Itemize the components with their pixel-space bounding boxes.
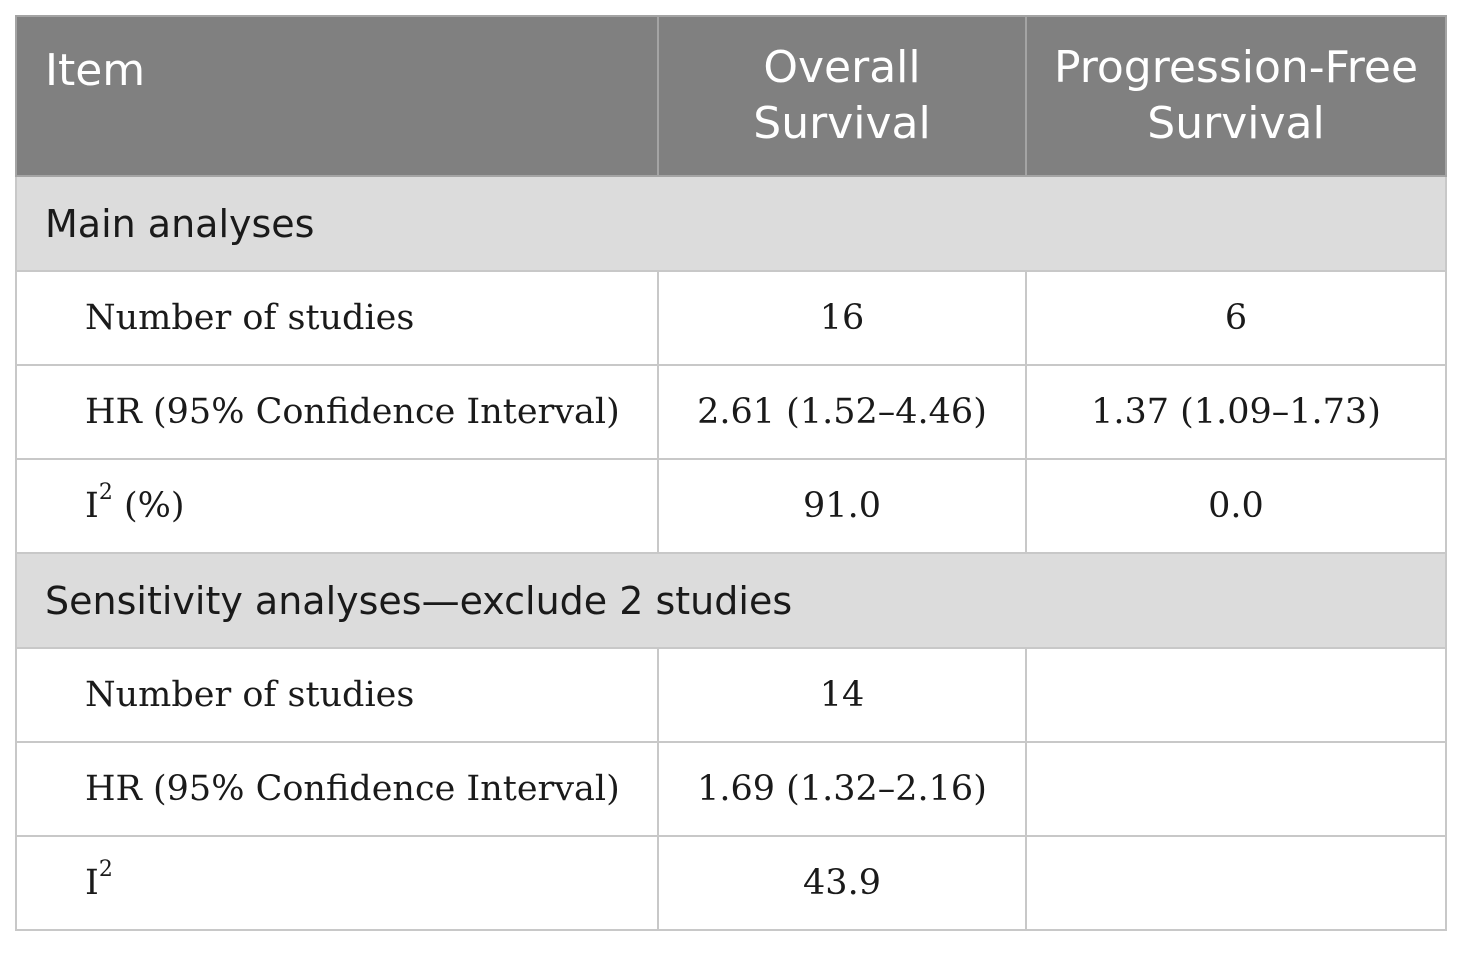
row-label: I2 (%) bbox=[15, 458, 659, 554]
table-header-row: Item Overall Survival Progression-Free S… bbox=[15, 15, 1447, 177]
header-item: Item bbox=[15, 15, 659, 177]
row-label-text: Number of studies bbox=[85, 675, 415, 715]
pfs-value: 6 bbox=[1025, 270, 1447, 366]
os-value: 2.61 (1.52–4.46) bbox=[657, 364, 1027, 460]
table-row: Number of studies 16 6 bbox=[15, 270, 1447, 366]
section-title: Sensitivity analyses—exclude 2 studies bbox=[15, 552, 1447, 649]
row-label: Number of studies bbox=[15, 647, 659, 743]
row-label: I2 bbox=[15, 835, 659, 931]
row-label-suffix: (%) bbox=[112, 486, 185, 526]
pfs-value bbox=[1025, 835, 1447, 931]
pfs-value: 1.37 (1.09–1.73) bbox=[1025, 364, 1447, 460]
os-value: 43.9 bbox=[657, 835, 1027, 931]
table-row: HR (95% Confidence Interval) 2.61 (1.52–… bbox=[15, 364, 1447, 460]
row-label: HR (95% Confidence Interval) bbox=[15, 364, 659, 460]
os-value: 14 bbox=[657, 647, 1027, 743]
row-label: HR (95% Confidence Interval) bbox=[15, 741, 659, 837]
pfs-value bbox=[1025, 647, 1447, 743]
results-table: Item Overall Survival Progression-Free S… bbox=[15, 15, 1447, 931]
header-overall-line2: Survival bbox=[753, 98, 931, 149]
row-label-superscript: 2 bbox=[98, 480, 113, 505]
row-label: Number of studies bbox=[15, 270, 659, 366]
row-label-text: I bbox=[85, 863, 99, 903]
row-label-text: HR (95% Confidence Interval) bbox=[85, 392, 620, 432]
pfs-value bbox=[1025, 741, 1447, 837]
header-pfs-line2: Survival bbox=[1147, 98, 1325, 149]
os-value: 91.0 bbox=[657, 458, 1027, 554]
table-row: Number of studies 14 bbox=[15, 647, 1447, 743]
header-progression-free-survival: Progression-Free Survival bbox=[1025, 15, 1447, 177]
row-label-superscript: 2 bbox=[98, 857, 113, 882]
section-row-main-analyses: Main analyses bbox=[15, 175, 1447, 272]
os-value: 1.69 (1.32–2.16) bbox=[657, 741, 1027, 837]
row-label-text: Number of studies bbox=[85, 298, 415, 338]
pfs-value: 0.0 bbox=[1025, 458, 1447, 554]
header-overall-survival: Overall Survival bbox=[657, 15, 1027, 177]
row-label-text: HR (95% Confidence Interval) bbox=[85, 769, 620, 809]
table-row: I2 43.9 bbox=[15, 835, 1447, 931]
header-overall-line1: Overall bbox=[763, 42, 921, 93]
section-row-sensitivity-analyses: Sensitivity analyses—exclude 2 studies bbox=[15, 552, 1447, 649]
section-title: Main analyses bbox=[15, 175, 1447, 272]
row-label-text: I bbox=[85, 486, 99, 526]
os-value: 16 bbox=[657, 270, 1027, 366]
header-pfs-line1: Progression-Free bbox=[1053, 42, 1419, 93]
table-row: I2 (%) 91.0 0.0 bbox=[15, 458, 1447, 554]
table-row: HR (95% Confidence Interval) 1.69 (1.32–… bbox=[15, 741, 1447, 837]
